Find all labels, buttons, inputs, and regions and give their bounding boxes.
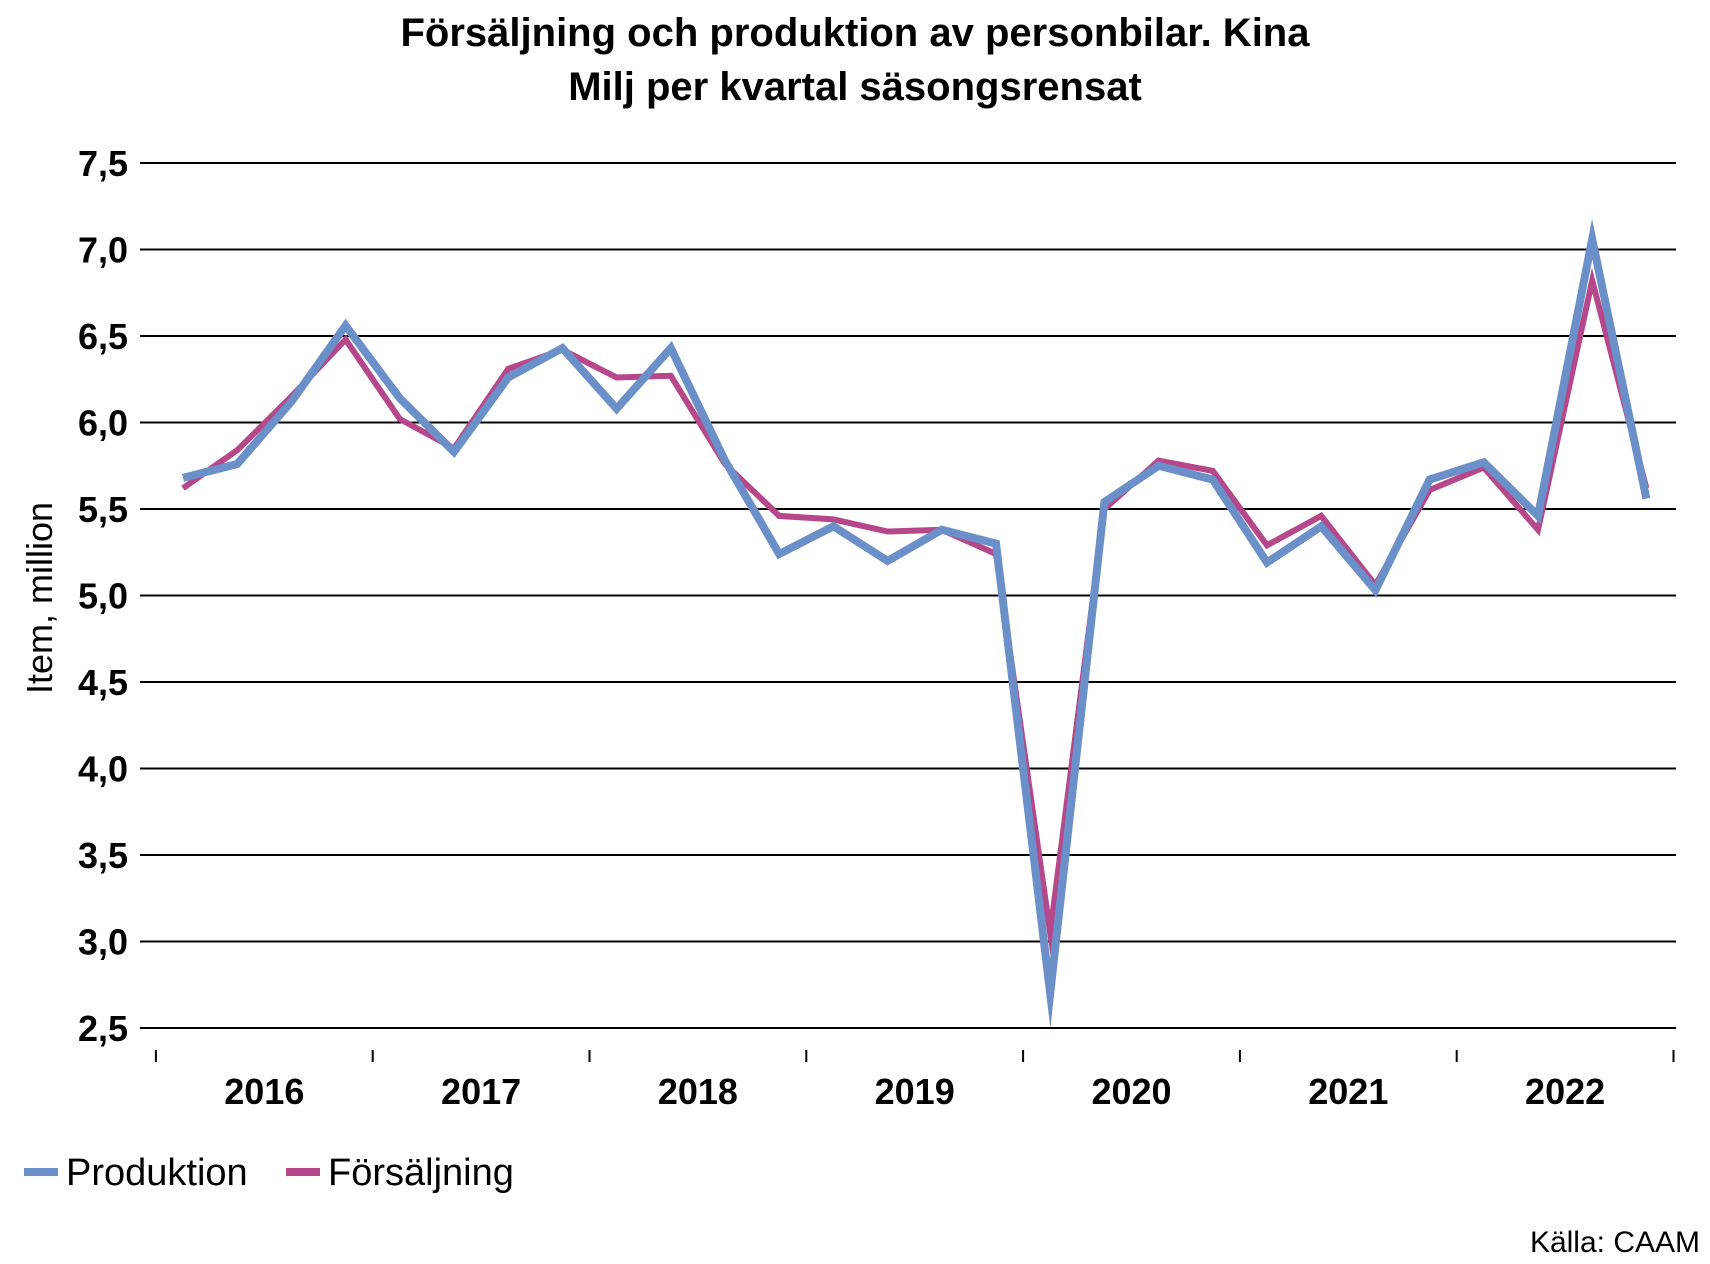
chart-subtitle: Milj per kvartal säsongsrensat	[568, 65, 1142, 109]
y-tick-label: 5,0	[78, 576, 128, 617]
y-tick-label: 7,0	[78, 230, 128, 271]
series-line-försäljning	[181, 267, 1650, 956]
y-tick-label: 3,0	[78, 922, 128, 963]
x-tick-label: 2017	[441, 1071, 521, 1112]
y-tick-label: 4,5	[78, 662, 128, 703]
gridlines	[140, 162, 1676, 1029]
y-tick-label: 7,5	[78, 143, 128, 184]
legend-label: Försäljning	[328, 1152, 514, 1194]
x-tick-label: 2018	[658, 1071, 738, 1112]
chart-title: Försäljning och produktion av personbila…	[400, 11, 1310, 55]
y-axis-ticks: 2,5 3,0 3,5 4,0 4,5 5,0 5,5 6,0 6,5 7,0 7,5	[78, 143, 128, 1049]
y-tick-label: 4,0	[78, 749, 128, 790]
x-tick-label: 2020	[1091, 1071, 1171, 1112]
y-tick-label: 6,0	[78, 403, 128, 444]
source-note: Källa: CAAM	[1530, 1226, 1700, 1259]
x-tick-label: 2022	[1525, 1071, 1605, 1112]
x-tick-label: 2021	[1308, 1071, 1388, 1112]
series-lines	[181, 218, 1651, 1029]
series-line-produktion	[182, 218, 1651, 1029]
x-tick-label: 2019	[875, 1071, 955, 1112]
x-tick-label: 2016	[224, 1071, 304, 1112]
legend-label: Produktion	[66, 1152, 248, 1194]
y-tick-label: 2,5	[78, 1008, 128, 1049]
legend: Produktion Försäljning	[24, 1152, 514, 1194]
y-tick-label: 5,5	[78, 489, 128, 530]
y-axis-label: Item, million	[19, 502, 60, 694]
y-tick-label: 6,5	[78, 316, 128, 357]
x-axis: 2016 2017 2018 2019 2020 2021 2022	[154, 1050, 1675, 1112]
y-tick-label: 3,5	[78, 835, 128, 876]
